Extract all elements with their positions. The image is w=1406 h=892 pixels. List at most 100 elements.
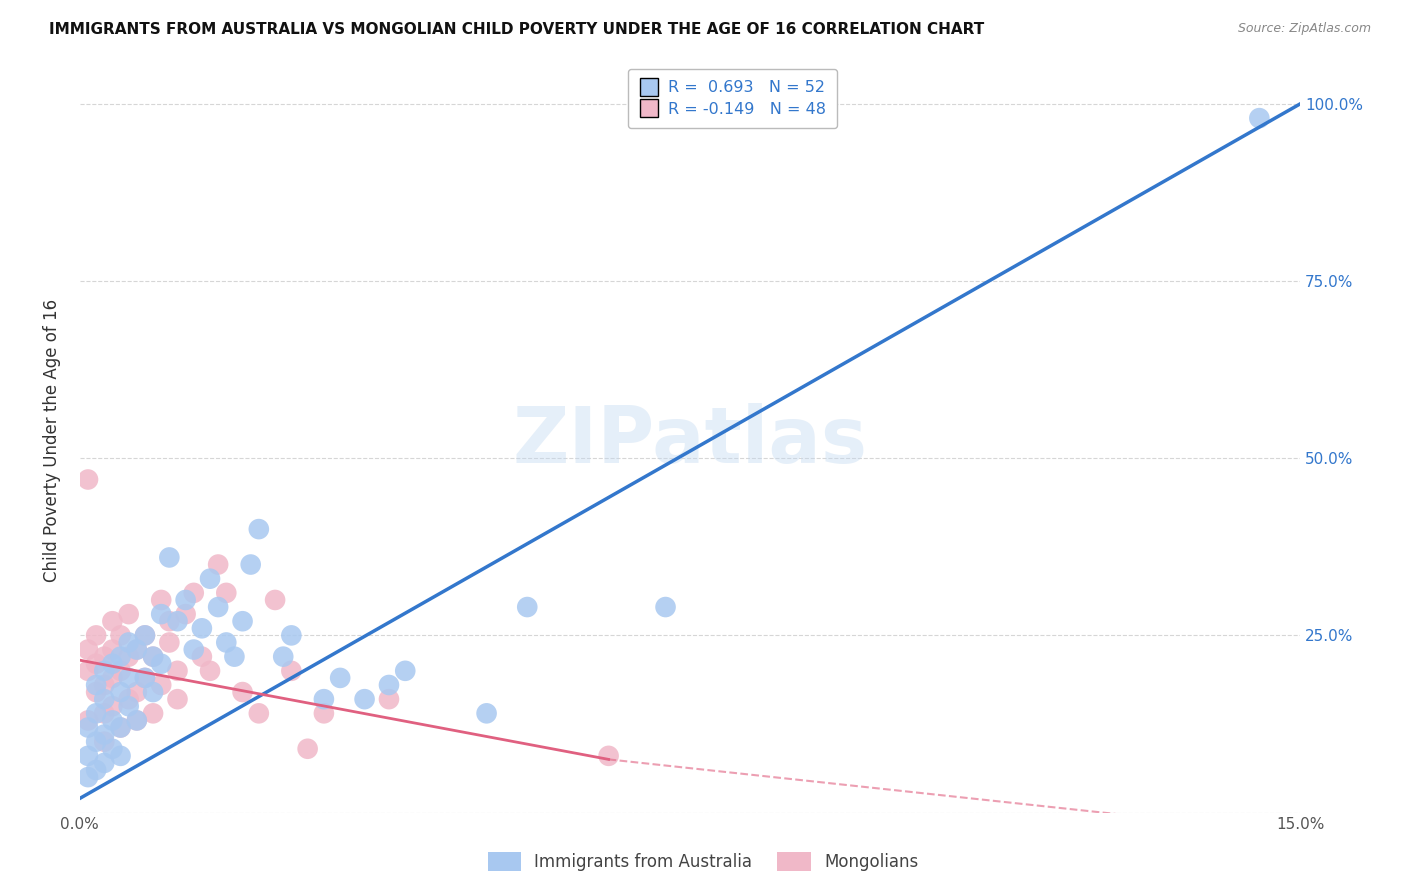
Point <box>174 593 197 607</box>
Legend: R =  0.693   N = 52, R = -0.149   N = 48: R = 0.693 N = 52, R = -0.149 N = 48 <box>628 69 837 128</box>
Point <box>142 649 165 664</box>
Point <box>191 621 214 635</box>
Point <box>77 473 100 487</box>
Point <box>378 678 401 692</box>
Point <box>93 756 115 770</box>
Point <box>1249 111 1271 125</box>
Point <box>207 600 229 615</box>
Point <box>93 706 115 721</box>
Point <box>166 692 188 706</box>
Point <box>215 635 238 649</box>
Point <box>101 642 124 657</box>
Point <box>312 692 335 706</box>
Point <box>77 664 100 678</box>
Y-axis label: Child Poverty Under the Age of 16: Child Poverty Under the Age of 16 <box>44 299 60 582</box>
Point <box>93 664 115 678</box>
Point <box>166 614 188 628</box>
Point <box>280 664 302 678</box>
Point <box>118 699 141 714</box>
Point <box>77 748 100 763</box>
Point <box>183 642 205 657</box>
Point <box>264 593 287 607</box>
Point <box>77 770 100 784</box>
Point <box>84 678 107 692</box>
Point <box>224 649 246 664</box>
Point <box>207 558 229 572</box>
Point <box>150 657 173 671</box>
Point <box>166 664 188 678</box>
Point <box>118 607 141 621</box>
Point <box>142 649 165 664</box>
Point <box>329 671 352 685</box>
Point <box>215 586 238 600</box>
Point <box>110 685 132 699</box>
Point <box>280 628 302 642</box>
Point <box>84 763 107 777</box>
Point <box>110 664 132 678</box>
Point <box>157 550 180 565</box>
Point <box>142 685 165 699</box>
Point <box>134 628 156 642</box>
Point <box>271 649 294 664</box>
Legend: Immigrants from Australia, Mongolians: Immigrants from Australia, Mongolians <box>479 843 927 880</box>
Point <box>191 649 214 664</box>
Point <box>134 671 156 685</box>
Point <box>353 692 375 706</box>
Point <box>93 678 115 692</box>
Point <box>516 600 538 615</box>
Point <box>150 678 173 692</box>
Point <box>150 593 173 607</box>
Point <box>232 614 254 628</box>
Point <box>84 685 107 699</box>
Point <box>475 706 498 721</box>
Point <box>394 664 416 678</box>
Point <box>77 714 100 728</box>
Text: ZIPatlas: ZIPatlas <box>512 402 868 478</box>
Point <box>93 692 115 706</box>
Point <box>125 642 148 657</box>
Point <box>125 685 148 699</box>
Point <box>110 721 132 735</box>
Point <box>378 692 401 706</box>
Point <box>84 657 107 671</box>
Point <box>118 671 141 685</box>
Point <box>247 706 270 721</box>
Point <box>77 642 100 657</box>
Point <box>77 721 100 735</box>
Point <box>247 522 270 536</box>
Point <box>101 699 124 714</box>
Point <box>183 586 205 600</box>
Point <box>654 600 676 615</box>
Point <box>134 671 156 685</box>
Point <box>142 706 165 721</box>
Point <box>134 628 156 642</box>
Point <box>125 714 148 728</box>
Text: IMMIGRANTS FROM AUSTRALIA VS MONGOLIAN CHILD POVERTY UNDER THE AGE OF 16 CORRELA: IMMIGRANTS FROM AUSTRALIA VS MONGOLIAN C… <box>49 22 984 37</box>
Point <box>84 734 107 748</box>
Point <box>101 714 124 728</box>
Point <box>239 558 262 572</box>
Point <box>110 628 132 642</box>
Point <box>150 607 173 621</box>
Point <box>297 741 319 756</box>
Point <box>110 649 132 664</box>
Point <box>118 635 141 649</box>
Point <box>174 607 197 621</box>
Point <box>93 649 115 664</box>
Point <box>101 614 124 628</box>
Point <box>312 706 335 721</box>
Text: Source: ZipAtlas.com: Source: ZipAtlas.com <box>1237 22 1371 36</box>
Point <box>198 664 221 678</box>
Point <box>84 628 107 642</box>
Point <box>157 614 180 628</box>
Point <box>93 728 115 742</box>
Point <box>101 657 124 671</box>
Point <box>125 642 148 657</box>
Point <box>93 734 115 748</box>
Point <box>598 748 620 763</box>
Point <box>157 635 180 649</box>
Point <box>232 685 254 699</box>
Point <box>110 748 132 763</box>
Point <box>125 714 148 728</box>
Point <box>84 706 107 721</box>
